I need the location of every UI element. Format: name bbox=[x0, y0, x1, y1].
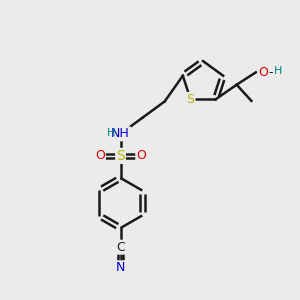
Text: H: H bbox=[274, 66, 282, 76]
Text: -: - bbox=[269, 66, 273, 79]
Text: O: O bbox=[259, 66, 269, 79]
Text: C: C bbox=[116, 241, 125, 254]
Text: N: N bbox=[116, 261, 125, 274]
Text: S: S bbox=[116, 149, 125, 163]
Text: H: H bbox=[107, 128, 115, 138]
Text: S: S bbox=[187, 93, 194, 106]
Text: NH: NH bbox=[111, 127, 130, 140]
Text: O: O bbox=[136, 149, 146, 162]
Text: O: O bbox=[95, 149, 105, 162]
